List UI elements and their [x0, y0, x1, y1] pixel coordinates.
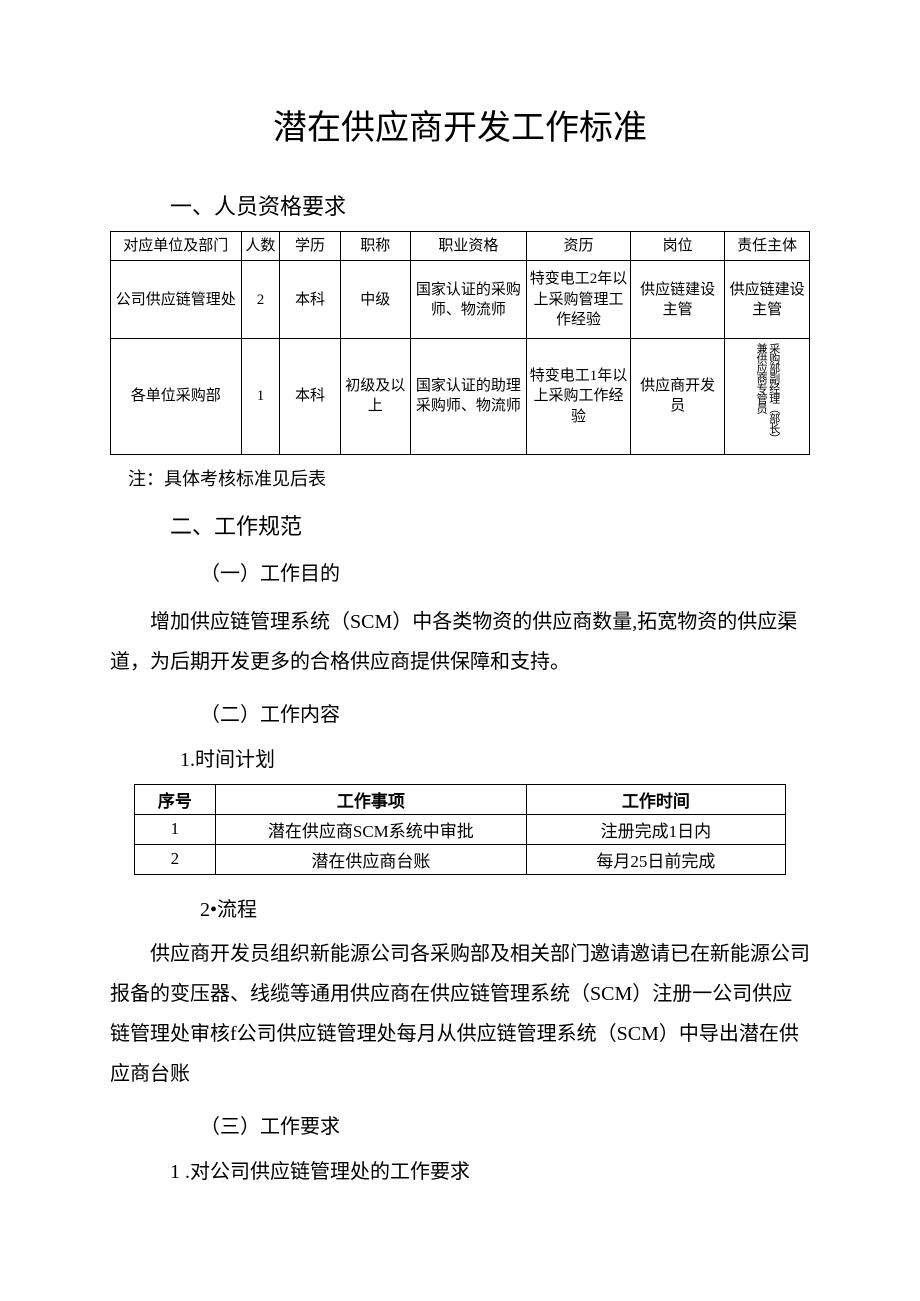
cell-task: 潜在供应商SCM系统中审批: [215, 814, 526, 844]
schedule-table: 序号 工作事项 工作时间 1 潜在供应商SCM系统中审批 注册完成1日内 2 潜…: [134, 784, 786, 875]
section-1-heading: 一、人员资格要求: [170, 189, 810, 221]
cell-no: 2: [135, 844, 216, 874]
cell-dept: 各单位采购部: [111, 339, 242, 454]
cell-cert: 国家认证的采购师、物流师: [410, 261, 526, 339]
col-owner: 责任主体: [725, 232, 810, 261]
table-row: 2 潜在供应商台账 每月25日前完成: [135, 844, 786, 874]
subsection-2-1-heading: （一）工作目的: [200, 557, 810, 586]
cell-edu: 本科: [280, 261, 340, 339]
cell-count: 1: [241, 339, 280, 454]
cell-time: 注册完成1日内: [526, 814, 785, 844]
cell-owner: 采购部副经理（部长）兼供应商专管员: [725, 339, 810, 454]
cell-exp: 特变电工1年以上采购工作经验: [526, 339, 630, 454]
subsection-2-3-heading: （三）工作要求: [200, 1110, 810, 1139]
qualifications-table: 对应单位及部门 人数 学历 职称 职业资格 资历 岗位 责任主体 公司供应链管理…: [110, 231, 810, 455]
cell-time: 每月25日前完成: [526, 844, 785, 874]
item-2-2-2-label: 2•流程: [200, 893, 810, 922]
purpose-paragraph: 增加供应链管理系统（SCM）中各类物资的供应商数量,拓宽物资的供应渠道，为后期开…: [110, 602, 810, 682]
item-2-2-1-label: 1.时间计划: [180, 743, 810, 772]
section-2-heading: 二、工作规范: [170, 509, 810, 541]
col-no: 序号: [135, 784, 216, 814]
cell-post: 供应商开发员: [630, 339, 724, 454]
table-note: 注：具体考核标准见后表: [128, 465, 810, 491]
table-header-row: 序号 工作事项 工作时间: [135, 784, 786, 814]
table-row: 各单位采购部 1 本科 初级及以上 国家认证的助理采购师、物流师 特变电工1年以…: [111, 339, 810, 454]
table-header-row: 对应单位及部门 人数 学历 职称 职业资格 资历 岗位 责任主体: [111, 232, 810, 261]
col-rank: 职称: [340, 232, 410, 261]
col-post: 岗位: [630, 232, 724, 261]
subsection-2-2-heading: （二）工作内容: [200, 698, 810, 727]
cell-rank: 中级: [340, 261, 410, 339]
table-row: 公司供应链管理处 2 本科 中级 国家认证的采购师、物流师 特变电工2年以上采购…: [111, 261, 810, 339]
cell-rank: 初级及以上: [340, 339, 410, 454]
cell-dept: 公司供应链管理处: [111, 261, 242, 339]
col-time: 工作时间: [526, 784, 785, 814]
document-page: 潜在供应商开发工作标准 一、人员资格要求 对应单位及部门 人数 学历 职称 职业…: [0, 0, 920, 1256]
col-count: 人数: [241, 232, 280, 261]
col-exp: 资历: [526, 232, 630, 261]
cell-exp: 特变电工2年以上采购管理工作经验: [526, 261, 630, 339]
table-row: 1 潜在供应商SCM系统中审批 注册完成1日内: [135, 814, 786, 844]
cell-owner: 供应链建设主管: [725, 261, 810, 339]
cell-owner-vertical: 采购部副经理（部长）兼供应商专管员: [755, 343, 780, 443]
col-dept: 对应单位及部门: [111, 232, 242, 261]
cell-cert: 国家认证的助理采购师、物流师: [410, 339, 526, 454]
process-paragraph: 供应商开发员组织新能源公司各采购部及相关部门邀请邀请已在新能源公司报备的变压器、…: [110, 934, 810, 1094]
doc-title: 潜在供应商开发工作标准: [110, 100, 810, 149]
col-task: 工作事项: [215, 784, 526, 814]
cell-no: 1: [135, 814, 216, 844]
cell-task: 潜在供应商台账: [215, 844, 526, 874]
item-2-3-1-label: 1 .对公司供应链管理处的工作要求: [170, 1155, 810, 1184]
cell-count: 2: [241, 261, 280, 339]
col-edu: 学历: [280, 232, 340, 261]
cell-post: 供应链建设主管: [630, 261, 724, 339]
col-cert: 职业资格: [410, 232, 526, 261]
cell-edu: 本科: [280, 339, 340, 454]
